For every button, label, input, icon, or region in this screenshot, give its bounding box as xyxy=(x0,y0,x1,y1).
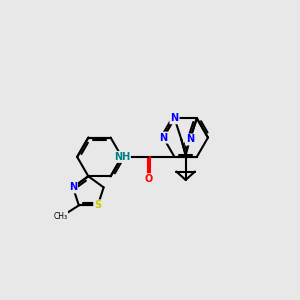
Text: N: N xyxy=(186,134,194,145)
Text: N: N xyxy=(170,113,178,123)
Text: N: N xyxy=(69,182,77,192)
Text: N: N xyxy=(159,133,167,142)
Text: CH₃: CH₃ xyxy=(53,212,67,221)
Text: S: S xyxy=(94,200,101,210)
Text: NH: NH xyxy=(114,152,130,162)
Text: O: O xyxy=(144,174,152,184)
